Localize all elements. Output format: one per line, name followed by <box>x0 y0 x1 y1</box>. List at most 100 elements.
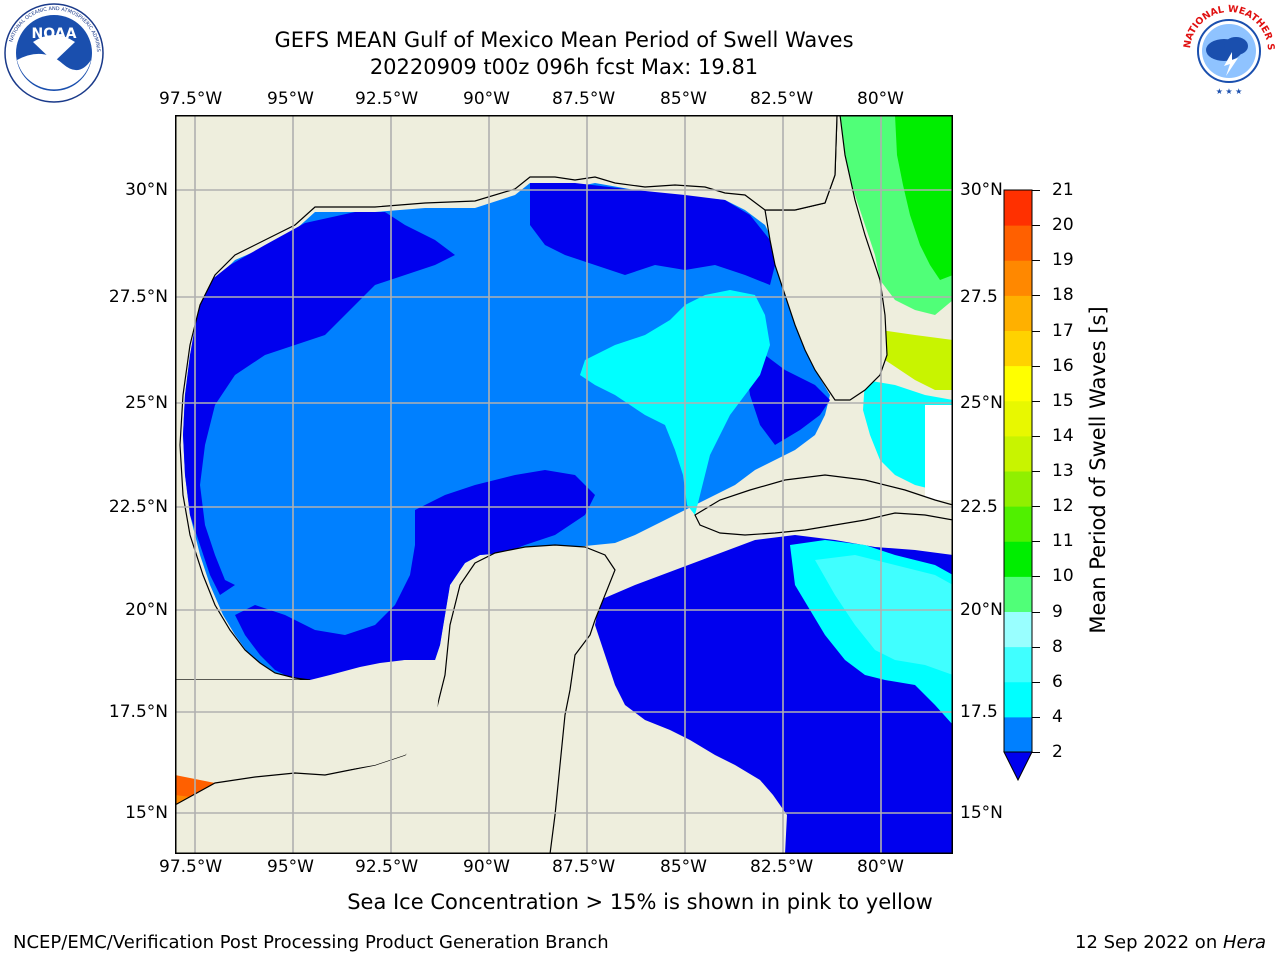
lon-tick-label: 85°W <box>660 89 707 109</box>
lon-tick-label: 97.5°W <box>159 89 223 109</box>
colorbar-block <box>1004 400 1032 437</box>
lon-tick-label: 80°W <box>857 89 904 109</box>
colorbar-tick-label: 10 <box>1052 566 1074 587</box>
colorbar-block <box>1004 576 1032 612</box>
lon-tick-label: 87.5°W <box>552 857 616 877</box>
colorbar-tick-mark <box>1032 646 1040 648</box>
colorbar-tick-mark <box>1032 576 1040 578</box>
lat-tick-label: 17.5 <box>960 702 998 722</box>
colorbar-tick-mark <box>1032 611 1040 613</box>
lon-tick-label: 97.5°W <box>159 857 223 877</box>
footer-machine: Hera <box>1222 932 1266 953</box>
colorbar-tick-label: 9 <box>1052 601 1063 622</box>
colorbar-block <box>1004 541 1032 577</box>
lat-tick-label: 27.5 <box>960 287 998 307</box>
colorbar-tick-label: 2 <box>1052 742 1063 762</box>
colorbar-tick-label: 11 <box>1052 531 1074 552</box>
colorbar-tick-mark <box>1032 225 1040 227</box>
colorbar-block <box>1004 330 1032 367</box>
sea-ice-note: Sea Ice Concentration > 15% is shown in … <box>347 890 933 914</box>
colorbar-tick-mark <box>1032 506 1040 508</box>
lat-tick-label: 22.5 <box>960 497 998 517</box>
colorbar-tick-mark <box>1032 471 1040 472</box>
nws-logo: NATIONAL WEATHER SERVICE ★ ★ ★ <box>1180 2 1276 98</box>
svg-text:★ ★ ★: ★ ★ ★ <box>1216 87 1243 96</box>
lon-tick-label: 85°W <box>660 857 707 877</box>
atlantic-swell-yellow <box>880 330 953 390</box>
gulf-deep-patch <box>183 212 455 595</box>
lat-tick-label: 15°N <box>960 803 1003 823</box>
noaa-logo-text: NOAA <box>32 26 77 42</box>
cuba <box>694 474 953 536</box>
graticule <box>175 115 953 854</box>
lat-tick-label: 30°N <box>125 180 168 200</box>
atlantic-swell-bright <box>895 115 953 280</box>
colorbar <box>1003 189 1033 782</box>
colorbar-tick-mark <box>1032 752 1040 753</box>
colorbar-block <box>1004 260 1032 296</box>
lat-tick-label: 22.5°N <box>108 497 168 517</box>
chart-title: GEFS MEAN Gulf of Mexico Mean Period of … <box>274 28 854 52</box>
lat-tick-label: 20°N <box>125 600 168 620</box>
colorbar-tick-label: 17 <box>1052 320 1074 341</box>
colorbar-block <box>1004 471 1032 507</box>
colorbar-block <box>1004 681 1032 718</box>
colorbar-block <box>1004 646 1032 683</box>
colorbar-block <box>1004 506 1032 542</box>
colorbar-tick-mark <box>1032 190 1040 191</box>
lat-tick-label: 27.5°N <box>108 287 168 307</box>
colorbar-tick-mark <box>1032 435 1040 437</box>
colorbar-tick-label: 18 <box>1052 285 1074 306</box>
lat-tick-label: 25°N <box>960 393 1003 413</box>
lon-tick-label: 92.5°W <box>355 857 419 877</box>
colorbar-tick-mark <box>1032 295 1040 297</box>
colorbar-tick-label: 14 <box>1052 425 1074 446</box>
footer-date-text: 12 Sep 2022 on <box>1075 932 1223 953</box>
map-frame <box>175 115 953 854</box>
colorbar-extend-arrow <box>1003 751 1033 782</box>
florida-peninsula <box>764 115 953 401</box>
lat-tick-label: 30°N <box>960 180 1003 200</box>
colorbar-tick-label: 19 <box>1052 250 1074 271</box>
lon-tick-label: 95°W <box>267 89 314 109</box>
colorbar-block <box>1004 225 1032 261</box>
colorbar-tick-label: 16 <box>1052 355 1074 376</box>
gulf-deep-patch <box>530 183 775 285</box>
colorbar-block <box>1004 716 1032 753</box>
lat-tick-label: 15°N <box>125 803 168 823</box>
gulf-deep-patch <box>745 345 830 445</box>
colorbar-block <box>1004 611 1032 648</box>
colorbar-label: Mean Period of Swell Waves [s] <box>1086 306 1110 634</box>
colorbar-tick-mark <box>1032 400 1040 402</box>
lat-tick-label: 17.5°N <box>108 702 168 722</box>
lon-tick-label: 92.5°W <box>355 89 419 109</box>
lon-tick-label: 95°W <box>267 857 314 877</box>
central-america <box>175 660 440 770</box>
colorbar-tick-mark <box>1032 330 1040 332</box>
lon-tick-label: 90°W <box>463 857 510 877</box>
colorbar-tick-label: 15 <box>1052 390 1074 411</box>
caribbean-swell-light <box>815 555 953 675</box>
colorbar-block <box>1004 435 1032 472</box>
lat-tick-label: 20°N <box>960 600 1003 620</box>
chart-subtitle: 20220909 t00z 096h fcst Max: 19.81 <box>369 55 759 79</box>
colorbar-tick-mark <box>1032 716 1040 718</box>
colorbar-tick-label: 12 <box>1052 496 1074 517</box>
lon-tick-label: 82.5°W <box>750 89 814 109</box>
noaa-logo: NOAA NATIONAL OCEANIC AND ATMOSPHERIC AD… <box>3 2 104 103</box>
lon-tick-label: 80°W <box>857 857 904 877</box>
lon-tick-label: 90°W <box>463 89 510 109</box>
colorbar-tick-label: 13 <box>1052 461 1074 481</box>
map-panel <box>175 115 953 854</box>
lon-tick-label: 87.5°W <box>552 89 616 109</box>
colorbar-tick-label: 8 <box>1052 636 1063 657</box>
gulf-deep-patch <box>235 470 595 683</box>
colorbar-tick-mark <box>1032 541 1040 543</box>
colorbar-tick-label: 21 <box>1052 180 1074 200</box>
lon-tick-label: 82.5°W <box>750 857 814 877</box>
colorbar-block <box>1004 365 1032 402</box>
land-gap <box>925 405 953 500</box>
colorbar-tick-label: 20 <box>1052 215 1074 236</box>
colorbar-tick-label: 6 <box>1052 671 1063 692</box>
